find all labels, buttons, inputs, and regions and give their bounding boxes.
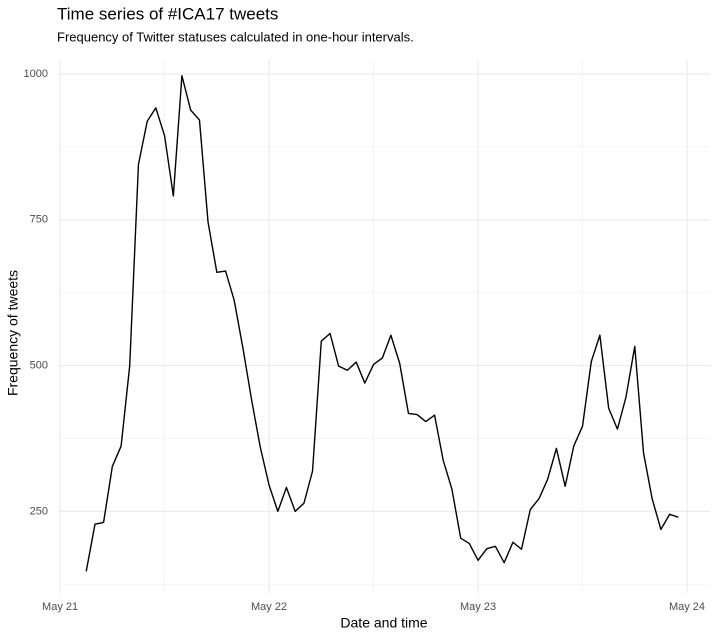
- x-tick-label: May 24: [669, 601, 705, 613]
- y-axis-title: Frequency of tweets: [5, 270, 21, 396]
- y-tick-label: 250: [30, 505, 48, 517]
- chart-subtitle: Frequency of Twitter statuses calculated…: [57, 29, 414, 44]
- x-tick-label: May 22: [251, 601, 287, 613]
- chart-title: Time series of #ICA17 tweets: [57, 4, 278, 23]
- y-tick-label: 500: [30, 359, 48, 371]
- plot: [85, 75, 679, 572]
- grid: [58, 60, 710, 593]
- line: [85, 75, 679, 572]
- x-tick-label: May 23: [460, 601, 496, 613]
- x-tick-label: May 21: [42, 601, 78, 613]
- y-tick-label: 750: [30, 214, 48, 226]
- x-axis-title: Date and time: [340, 615, 427, 631]
- y-tick-label: 1000: [24, 68, 48, 80]
